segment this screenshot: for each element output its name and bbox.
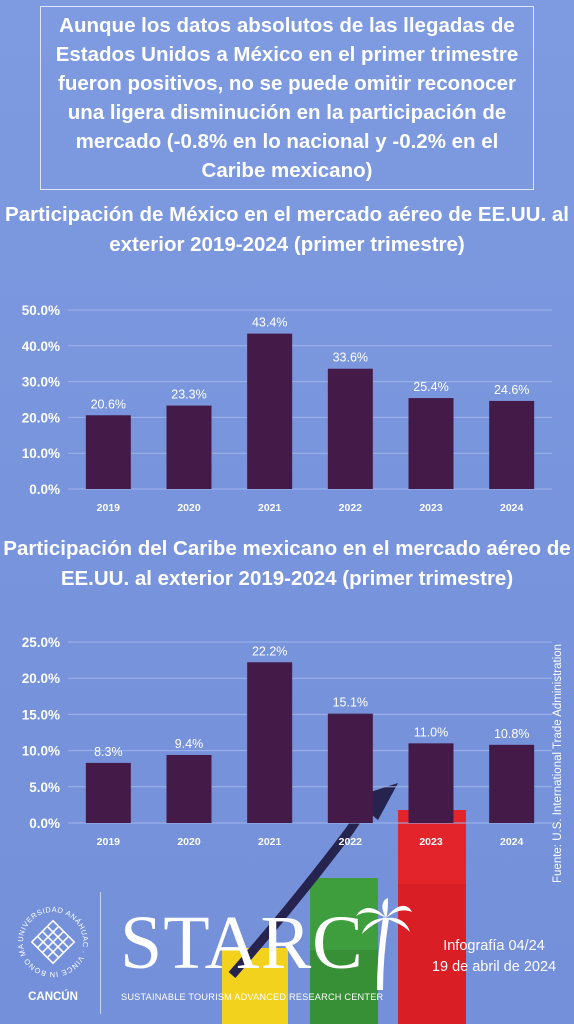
y-tick-label: 50.0% <box>22 303 60 318</box>
x-tick-label: 2023 <box>419 836 443 848</box>
x-tick-label: 2020 <box>177 836 201 848</box>
green-block-top <box>310 878 378 950</box>
bar-value-label: 15.1% <box>333 696 368 710</box>
x-tick-label: 2021 <box>258 836 282 848</box>
y-tick-label: 40.0% <box>22 339 60 354</box>
y-tick-label: 30.0% <box>22 375 60 390</box>
red-block-bottom <box>398 884 466 1024</box>
bar-value-label: 23.3% <box>171 388 206 402</box>
growth-arrow-head <box>352 783 398 820</box>
bar-2021 <box>247 662 293 823</box>
y-tick-label: 15.0% <box>22 707 60 722</box>
bar-value-label: 33.6% <box>333 351 368 365</box>
x-tick-label: 2019 <box>97 836 121 848</box>
bar-2020 <box>166 754 212 823</box>
bar-value-label: 11.0% <box>414 725 449 739</box>
green-block-bottom <box>310 950 378 1024</box>
infographic-info: Infografía 04/24 19 de abril de 2024 <box>416 936 572 978</box>
footer-divider <box>100 892 101 1014</box>
x-tick-label: 2022 <box>339 836 363 848</box>
university-city: CANCÚN <box>28 991 78 1003</box>
x-tick-label: 2023 <box>419 502 443 514</box>
y-tick-label: 10.0% <box>22 744 60 759</box>
y-tick-label: 10.0% <box>22 446 60 461</box>
y-tick-label: 20.0% <box>22 410 60 425</box>
bar-2024 <box>489 400 535 489</box>
chart-title-caribe: Participación del Caribe mexicano en el … <box>3 537 571 590</box>
bar-value-label: 20.6% <box>91 397 126 411</box>
bar-2019 <box>85 415 131 489</box>
bar-value-label: 9.4% <box>175 737 204 751</box>
university-logo: UNIVERSIDAD ANÁHUAC · VINCE IN BONO MALU… <box>12 898 94 1018</box>
bar-2019 <box>85 762 131 823</box>
y-tick-label: 0.0% <box>29 816 60 831</box>
infographic-number: Infografía 04/24 <box>443 938 545 954</box>
chart-title-mexico: Participación de México en el mercado aé… <box>5 203 569 256</box>
bar-value-label: 8.3% <box>94 745 123 759</box>
bar-value-label: 43.4% <box>252 316 287 330</box>
infographic-date: 19 de abril de 2024 <box>431 959 557 975</box>
x-tick-label: 2020 <box>177 502 201 514</box>
bar-value-label: 22.2% <box>252 644 287 658</box>
bar-value-label: 25.4% <box>413 380 448 394</box>
starc-subtitle: SUSTAINABLE TOURISM ADVANCED RESEARCH CE… <box>121 992 384 1002</box>
y-tick-label: 0.0% <box>29 482 60 497</box>
university-seal-icon: UNIVERSIDAD ANÁHUAC · VINCE IN BONO MALU… <box>15 898 90 979</box>
x-tick-label: 2024 <box>500 502 524 514</box>
x-tick-label: 2024 <box>500 836 524 848</box>
source-note: Fuente: U.S. International Trade Adminis… <box>552 643 564 883</box>
y-tick-label: 20.0% <box>22 671 60 686</box>
bar-value-label: 10.8% <box>494 727 529 741</box>
bar-2024 <box>489 744 535 823</box>
x-tick-label: 2019 <box>97 502 121 514</box>
y-tick-label: 25.0% <box>22 635 60 650</box>
growth-arrow-shaft <box>228 809 366 978</box>
x-tick-label: 2021 <box>258 502 282 514</box>
chart-caribe-share: 0.0% 5.0% 10.0% 15.0% 20.0% 25.0% 8.3% 2019 9.4%… <box>22 635 552 848</box>
starc-brand: STARC <box>120 901 364 985</box>
headline: Aunque los datos absolutos de las llegad… <box>40 6 534 190</box>
palm-tree-icon <box>356 898 412 991</box>
x-tick-label: 2022 <box>339 502 363 514</box>
bar-2022 <box>327 713 373 823</box>
bar-2023 <box>408 743 454 823</box>
chart-mexico-share: 0.0% 10.0% 20.0% 30.0% 40.0% 50.0% 20.6% 2019 23… <box>22 303 552 514</box>
bar-2020 <box>166 405 212 489</box>
yellow-block <box>222 948 288 1024</box>
bar-value-label: 24.6% <box>494 383 529 397</box>
y-tick-label: 5.0% <box>29 780 60 795</box>
svg-text:UNIVERSIDAD ANÁHUAC · VINCE IN: UNIVERSIDAD ANÁHUAC · VINCE IN BONO MALU… <box>15 898 90 979</box>
bar-2023 <box>408 398 454 489</box>
bar-2022 <box>327 368 373 489</box>
bar-2021 <box>247 333 293 489</box>
